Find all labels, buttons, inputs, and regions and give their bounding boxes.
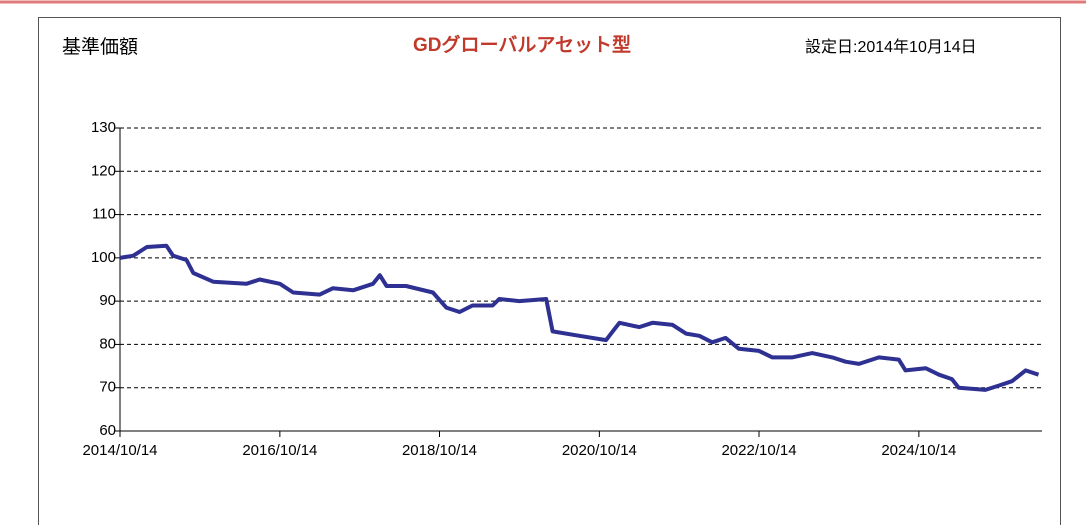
y-tick-label: 90 [99, 292, 116, 309]
y-tick-label: 80 [99, 335, 116, 352]
heading: 基準価額 [62, 36, 138, 58]
price-line [119, 243, 1040, 392]
inception-date: 設定日:2014年10月14日 [805, 38, 977, 56]
y-tick-label: 130 [91, 119, 116, 136]
x-tick-label: 2022/10/14 [721, 442, 796, 459]
y-tick-label: 70 [99, 379, 116, 396]
y-tick-label: 110 [92, 206, 116, 223]
x-tick-label: 2020/10/14 [562, 442, 637, 459]
x-tick-label: 2016/10/14 [242, 442, 317, 459]
y-tick-label: 60 [99, 422, 116, 439]
x-tick-label: 2014/10/14 [82, 442, 157, 459]
x-tick-label: 2018/10/14 [402, 442, 477, 459]
y-tick-label: 120 [91, 162, 116, 179]
frame [38, 17, 1061, 525]
x-tick-label: 2024/10/14 [881, 442, 956, 459]
chart-title: GDグローバルアセット型 [413, 33, 631, 56]
y-tick-label: 100 [91, 249, 116, 266]
